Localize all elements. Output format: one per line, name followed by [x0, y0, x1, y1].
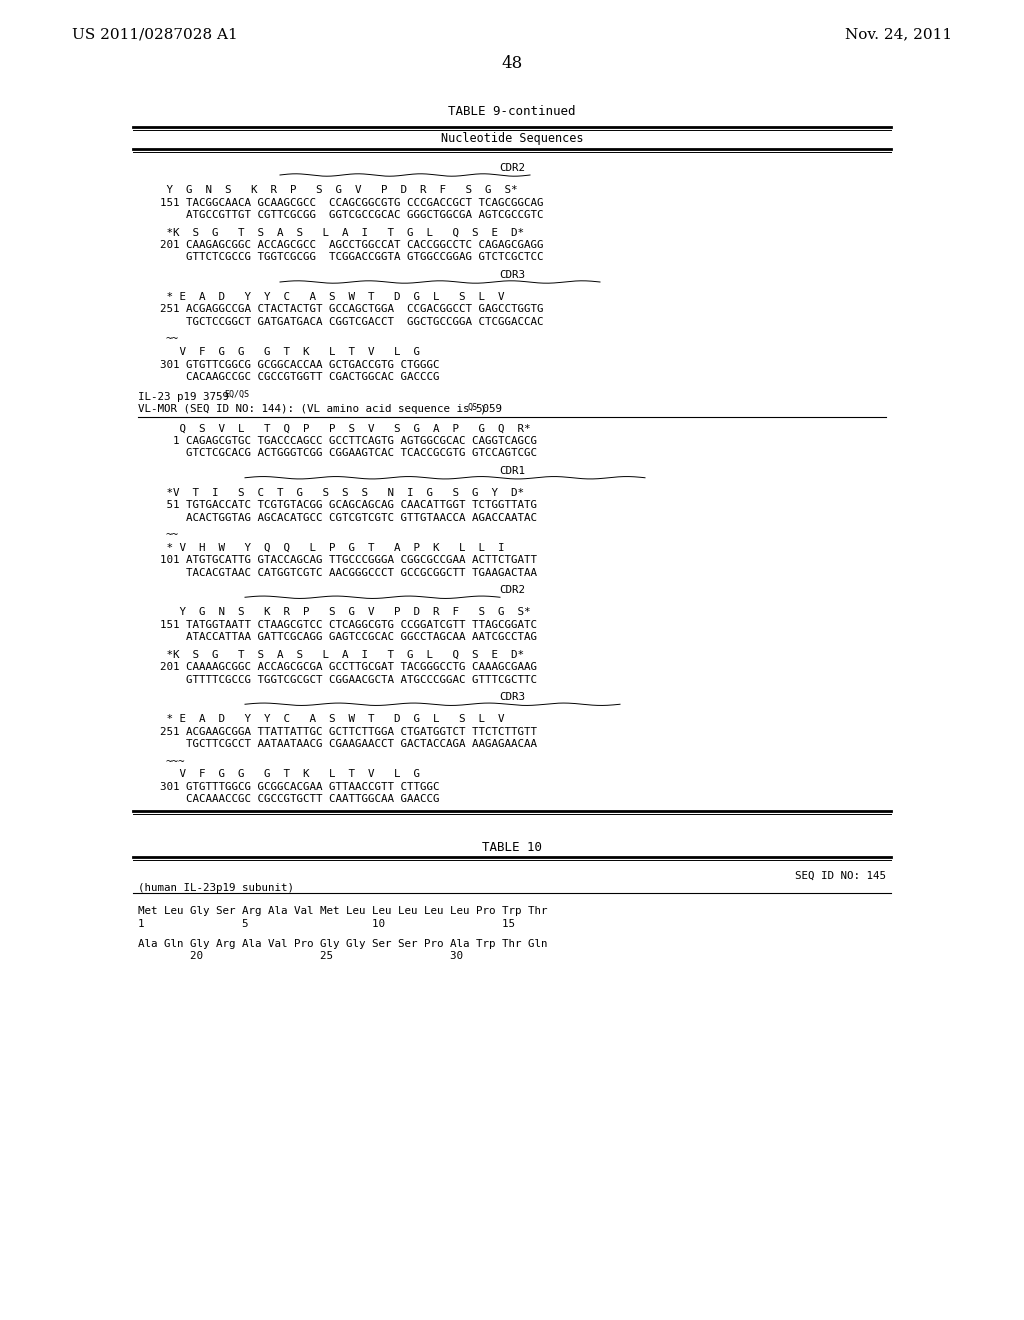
Text: ~~~: ~~~ [165, 756, 184, 767]
Text: QS: QS [467, 403, 477, 412]
Text: GTTTTCGCCG TGGTCGCGCT CGGAACGCTA ATGCCCGGAC GTTTCGCTTC: GTTTTCGCCG TGGTCGCGCT CGGAACGCTA ATGCCCG… [160, 675, 537, 685]
Text: TACACGTAAC CATGGTCGTC AACGGGCCCT GCCGCGGCTT TGAAGACTAA: TACACGTAAC CATGGTCGTC AACGGGCCCT GCCGCGG… [160, 568, 537, 578]
Text: ~~: ~~ [165, 334, 178, 345]
Text: 48: 48 [502, 55, 522, 73]
Text: Nov. 24, 2011: Nov. 24, 2011 [845, 26, 952, 41]
Text: 101 ATGTGCATTG GTACCAGCAG TTGCCCGGGA CGGCGCCGAA ACTTCTGATT: 101 ATGTGCATTG GTACCAGCAG TTGCCCGGGA CGG… [160, 556, 537, 565]
Text: Y  G  N  S   K  R  P   S  G  V   P  D  R  F   S  G  S*: Y G N S K R P S G V P D R F S G S* [160, 607, 530, 618]
Text: CDR2: CDR2 [499, 162, 525, 173]
Text: 201 CAAGAGCGGC ACCAGCGCC  AGCCTGGCCAT CACCGGCCTC CAGAGCGAGG: 201 CAAGAGCGGC ACCAGCGCC AGCCTGGCCAT CAC… [160, 240, 544, 249]
Text: 151 TACGGCAACA GCAAGCGCC  CCAGCGGCGTG CCCGACCGCT TCAGCGGCAG: 151 TACGGCAACA GCAAGCGCC CCAGCGGCGTG CCC… [160, 198, 544, 207]
Text: TABLE 10: TABLE 10 [482, 841, 542, 854]
Text: Ala Gln Gly Arg Ala Val Pro Gly Gly Ser Ser Pro Ala Trp Thr Gln: Ala Gln Gly Arg Ala Val Pro Gly Gly Ser … [138, 939, 548, 949]
Text: V  F  G  G   G  T  K   L  T  V   L  G: V F G G G T K L T V L G [160, 770, 420, 779]
Text: 151 TATGGTAATT CTAAGCGTCC CTCAGGCGTG CCGGATCGTT TTAGCGGATC: 151 TATGGTAATT CTAAGCGTCC CTCAGGCGTG CCG… [160, 620, 537, 630]
Text: TGCTTCGCCT AATAATAACG CGAAGAACCT GACTACCAGA AAGAGAACAA: TGCTTCGCCT AATAATAACG CGAAGAACCT GACTACC… [160, 739, 537, 750]
Text: SEQ ID NO: 145: SEQ ID NO: 145 [795, 871, 886, 880]
Text: CACAAACCGC CGCCGTGCTT CAATTGGCAA GAACCG: CACAAACCGC CGCCGTGCTT CAATTGGCAA GAACCG [160, 795, 439, 804]
Text: IL-23 p19 3759: IL-23 p19 3759 [138, 392, 229, 403]
Text: 301 GTGTTCGGCG GCGGCACCAA GCTGACCGTG CTGGGC: 301 GTGTTCGGCG GCGGCACCAA GCTGACCGTG CTG… [160, 359, 439, 370]
Text: EQ/QS: EQ/QS [224, 389, 249, 399]
Text: CACAAGCCGC CGCCGTGGTT CGACTGGCAC GACCCG: CACAAGCCGC CGCCGTGGTT CGACTGGCAC GACCCG [160, 372, 439, 381]
Text: V  F  G  G   G  T  K   L  T  V   L  G: V F G G G T K L T V L G [160, 347, 420, 356]
Text: ): ) [479, 404, 485, 414]
Text: *K  S  G   T  S  A  S   L  A  I   T  G  L   Q  S  E  D*: *K S G T S A S L A I T G L Q S E D* [160, 227, 524, 238]
Text: 301 GTGTTTGGCG GCGGCACGAA GTTAACCGTT CTTGGC: 301 GTGTTTGGCG GCGGCACGAA GTTAACCGTT CTT… [160, 781, 439, 792]
Text: 51 TGTGACCATC TCGTGTACGG GCAGCAGCAG CAACATTGGT TCTGGTTATG: 51 TGTGACCATC TCGTGTACGG GCAGCAGCAG CAAC… [160, 500, 537, 511]
Text: 251 ACGAGGCCGA CTACTACTGT GCCAGCTGGA  CCGACGGCCT GAGCCTGGTG: 251 ACGAGGCCGA CTACTACTGT GCCAGCTGGA CCG… [160, 305, 544, 314]
Text: * E  A  D   Y  Y  C   A  S  W  T   D  G  L   S  L  V: * E A D Y Y C A S W T D G L S L V [160, 292, 505, 302]
Text: Q  S  V  L   T  Q  P   P  S  V   S  G  A  P   G  Q  R*: Q S V L T Q P P S V S G A P G Q R* [160, 424, 530, 433]
Text: * V  H  W   Y  Q  Q   L  P  G  T   A  P  K   L  L  I: * V H W Y Q Q L P G T A P K L L I [160, 543, 505, 553]
Text: TGCTCCGGCT GATGATGACA CGGTCGACCT  GGCTGCCGGA CTCGGACCAC: TGCTCCGGCT GATGATGACA CGGTCGACCT GGCTGCC… [160, 317, 544, 327]
Text: 20                  25                  30: 20 25 30 [138, 952, 463, 961]
Text: ~~: ~~ [165, 531, 178, 540]
Text: 1               5                   10                  15: 1 5 10 15 [138, 919, 515, 929]
Text: 251 ACGAAGCGGA TTATTATTGC GCTTCTTGGA CTGATGGTCT TTCTCTTGTT: 251 ACGAAGCGGA TTATTATTGC GCTTCTTGGA CTG… [160, 727, 537, 737]
Text: GTTCTCGCCG TGGTCGCGG  TCGGACCGGTA GTGGCCGGAG GTCTCGCTCC: GTTCTCGCCG TGGTCGCGG TCGGACCGGTA GTGGCCG… [160, 252, 544, 263]
Text: ATGCCGTTGT CGTTCGCGG  GGTCGCCGCAC GGGCTGGCGA AGTCGCCGTC: ATGCCGTTGT CGTTCGCGG GGTCGCCGCAC GGGCTGG… [160, 210, 544, 220]
Text: US 2011/0287028 A1: US 2011/0287028 A1 [72, 26, 238, 41]
Text: CDR3: CDR3 [499, 692, 525, 702]
Text: VL-MOR (SEQ ID NO: 144): (VL amino acid sequence is 5059: VL-MOR (SEQ ID NO: 144): (VL amino acid … [138, 404, 502, 414]
Text: Nucleotide Sequences: Nucleotide Sequences [440, 132, 584, 145]
Text: *V  T  I   S  C  T  G   S  S  S   N  I  G   S  G  Y  D*: *V T I S C T G S S S N I G S G Y D* [160, 488, 524, 498]
Text: (human IL-23p19 subunit): (human IL-23p19 subunit) [138, 883, 294, 894]
Text: *K  S  G   T  S  A  S   L  A  I   T  G  L   Q  S  E  D*: *K S G T S A S L A I T G L Q S E D* [160, 649, 524, 660]
Text: Met Leu Gly Ser Arg Ala Val Met Leu Leu Leu Leu Leu Pro Trp Thr: Met Leu Gly Ser Arg Ala Val Met Leu Leu … [138, 907, 548, 916]
Text: ACACTGGTAG AGCACATGCC CGTCGTCGTC GTTGTAACCA AGACCAATAC: ACACTGGTAG AGCACATGCC CGTCGTCGTC GTTGTAA… [160, 512, 537, 523]
Text: * E  A  D   Y  Y  C   A  S  W  T   D  G  L   S  L  V: * E A D Y Y C A S W T D G L S L V [160, 714, 505, 725]
Text: GTCTCGCACG ACTGGGTCGG CGGAAGTCAC TCACCGCGTG GTCCAGTCGC: GTCTCGCACG ACTGGGTCGG CGGAAGTCAC TCACCGC… [160, 449, 537, 458]
Text: ATACCATTAA GATTCGCAGG GAGTCCGCAC GGCCTAGCAA AATCGCCTAG: ATACCATTAA GATTCGCAGG GAGTCCGCAC GGCCTAG… [160, 632, 537, 643]
Text: 201 CAAAAGCGGC ACCAGCGCGA GCCTTGCGAT TACGGGCCTG CAAAGCGAAG: 201 CAAAAGCGGC ACCAGCGCGA GCCTTGCGAT TAC… [160, 663, 537, 672]
Text: CDR2: CDR2 [499, 585, 525, 595]
Text: Y  G  N  S   K  R  P   S  G  V   P  D  R  F   S  G  S*: Y G N S K R P S G V P D R F S G S* [160, 185, 517, 195]
Text: TABLE 9-continued: TABLE 9-continued [449, 106, 575, 117]
Text: CDR1: CDR1 [499, 466, 525, 475]
Text: CDR3: CDR3 [499, 271, 525, 280]
Text: 1 CAGAGCGTGC TGACCCAGCC GCCTTCAGTG AGTGGCGCAC CAGGTCAGCG: 1 CAGAGCGTGC TGACCCAGCC GCCTTCAGTG AGTGG… [160, 436, 537, 446]
